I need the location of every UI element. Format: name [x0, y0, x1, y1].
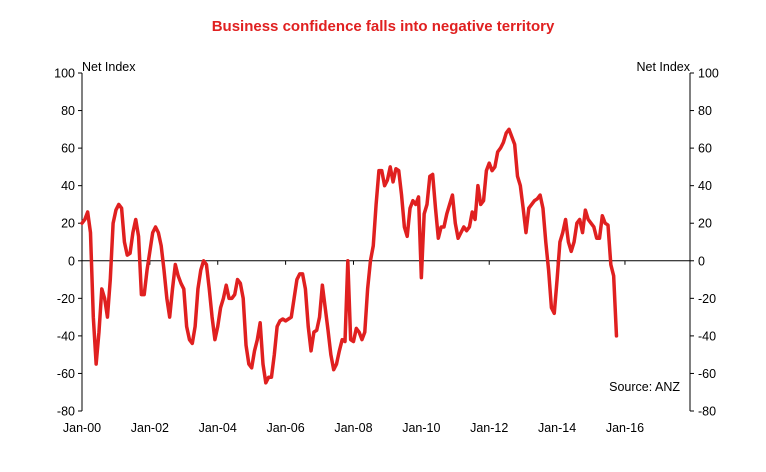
right-y-tick-label: -40: [698, 329, 716, 343]
x-tick-label: Jan-16: [606, 421, 644, 435]
left-y-tick-label: 0: [68, 254, 75, 268]
left-y-tick-label: 80: [61, 104, 75, 118]
x-tick-label: Jan-12: [470, 421, 508, 435]
x-tick-label: Jan-08: [334, 421, 372, 435]
chart-title: Business confidence falls into negative …: [212, 18, 555, 35]
right-y-tick-label: -80: [698, 405, 716, 419]
left-y-tick-label: 100: [54, 67, 75, 81]
left-y-tick-label: 20: [61, 217, 75, 231]
left-axis-unit-label: Net Index: [82, 60, 136, 74]
right-y-tick-label: 40: [698, 179, 712, 193]
right-y-tick-label: 100: [698, 67, 719, 81]
right-y-tick-label: 80: [698, 104, 712, 118]
x-tick-label: Jan-14: [538, 421, 576, 435]
series-line-business-confidence: [80, 127, 619, 385]
axes: -80 -80 -60 -60 -40 -40 -20 -20 0 0 20 20 40 40 60 60 80…: [54, 67, 719, 436]
source-note: Source: ANZ: [609, 380, 680, 394]
left-y-tick-label: -20: [57, 292, 75, 306]
right-y-tick-label: 20: [698, 217, 712, 231]
left-y-tick-label: -60: [57, 367, 75, 381]
x-tick-label: Jan-06: [266, 421, 304, 435]
left-y-tick-label: -40: [57, 329, 75, 343]
x-tick-label: Jan-10: [402, 421, 440, 435]
right-y-tick-label: 60: [698, 142, 712, 156]
series-layer: [80, 127, 619, 385]
x-tick-label: Jan-02: [131, 421, 169, 435]
right-y-tick-label: -20: [698, 292, 716, 306]
x-tick-label: Jan-04: [199, 421, 237, 435]
left-y-tick-label: -80: [57, 405, 75, 419]
right-axis-unit-label: Net Index: [636, 60, 690, 74]
x-tick-label: Jan-00: [63, 421, 101, 435]
left-y-tick-label: 40: [61, 179, 75, 193]
right-y-tick-label: -60: [698, 367, 716, 381]
left-y-tick-label: 60: [61, 142, 75, 156]
right-y-tick-label: 0: [698, 254, 705, 268]
